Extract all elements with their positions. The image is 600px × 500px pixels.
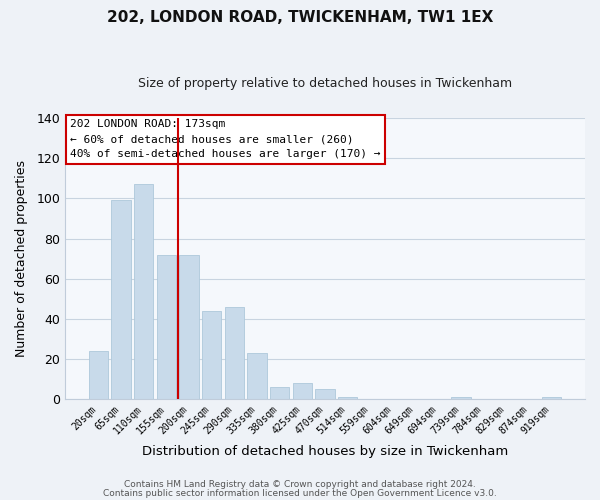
Bar: [451, 398, 470, 400]
Bar: [338, 398, 358, 400]
Text: 202 LONDON ROAD: 173sqm
← 60% of detached houses are smaller (260)
40% of semi-d: 202 LONDON ROAD: 173sqm ← 60% of detache…: [70, 120, 381, 159]
Bar: [247, 353, 266, 400]
Text: Contains public sector information licensed under the Open Government Licence v3: Contains public sector information licen…: [103, 489, 497, 498]
Bar: [157, 254, 176, 400]
Text: 202, LONDON ROAD, TWICKENHAM, TW1 1EX: 202, LONDON ROAD, TWICKENHAM, TW1 1EX: [107, 10, 493, 25]
Bar: [134, 184, 154, 400]
Bar: [316, 390, 335, 400]
Y-axis label: Number of detached properties: Number of detached properties: [15, 160, 28, 357]
Bar: [293, 383, 312, 400]
Bar: [542, 398, 562, 400]
Bar: [89, 351, 108, 400]
X-axis label: Distribution of detached houses by size in Twickenham: Distribution of detached houses by size …: [142, 444, 508, 458]
Title: Size of property relative to detached houses in Twickenham: Size of property relative to detached ho…: [138, 78, 512, 90]
Bar: [225, 307, 244, 400]
Bar: [202, 311, 221, 400]
Text: Contains HM Land Registry data © Crown copyright and database right 2024.: Contains HM Land Registry data © Crown c…: [124, 480, 476, 489]
Bar: [270, 388, 289, 400]
Bar: [179, 254, 199, 400]
Bar: [112, 200, 131, 400]
